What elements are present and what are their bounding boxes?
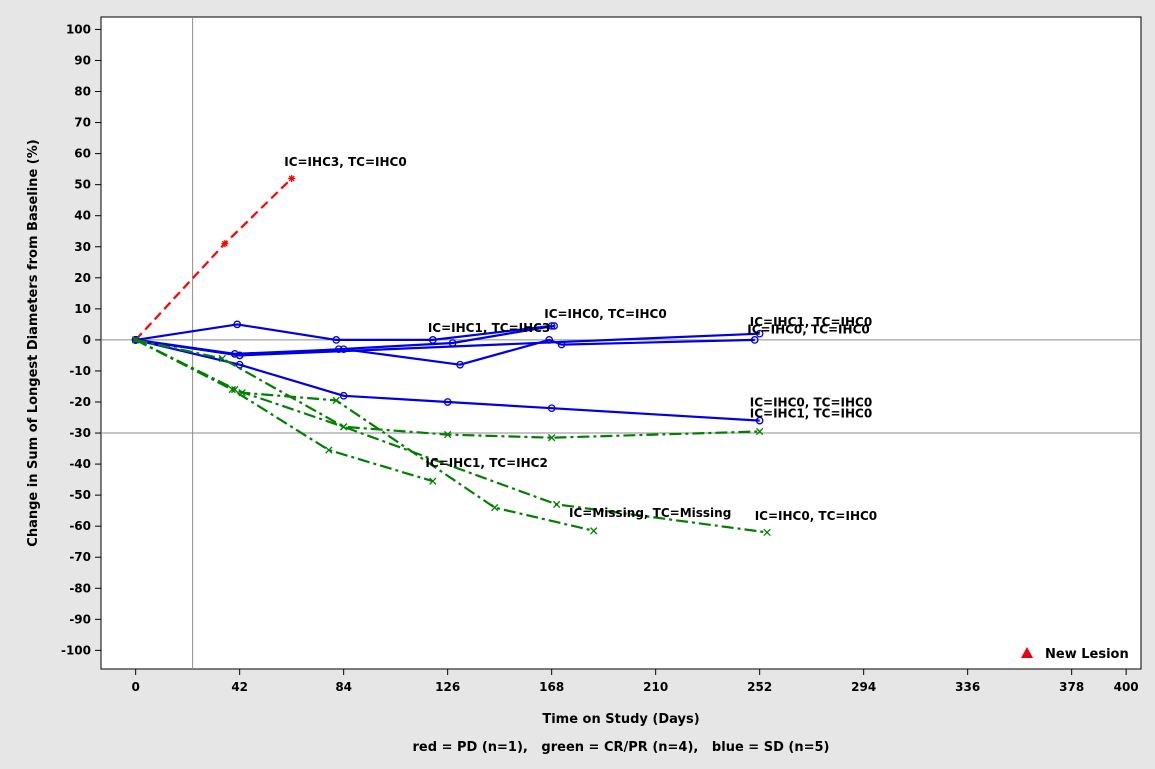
y-tick-label: 60 <box>74 147 91 161</box>
data-point <box>340 423 348 431</box>
annotation-label: IC=IHC1, TC=IHC2 <box>425 456 547 470</box>
data-point <box>763 528 771 537</box>
annotation-label: IC=IHC0, TC=IHC0 <box>755 509 877 523</box>
data-point <box>238 389 246 397</box>
data-point <box>339 391 348 400</box>
data-point <box>339 345 348 354</box>
y-tick-label: -90 <box>69 612 91 626</box>
x-tick-label: 400 <box>1114 680 1139 694</box>
y-tick-label: -10 <box>69 364 91 378</box>
annotation-label: IC=Missing, TC=Missing <box>569 506 731 520</box>
data-point <box>221 240 229 248</box>
x-tick-label: 0 <box>131 680 139 694</box>
y-tick-label: -20 <box>69 395 91 409</box>
y-tick-label: 30 <box>74 240 91 254</box>
x-tick-label: 126 <box>435 680 460 694</box>
legend-label: New Lesion <box>1045 647 1129 662</box>
y-tick-label: 70 <box>74 116 91 130</box>
annotation-label: IC=IHC0, TC=IHC0 <box>750 396 872 410</box>
x-axis-title: Time on Study (Days) <box>542 712 699 727</box>
data-point <box>444 430 452 439</box>
series-sd <box>131 336 764 425</box>
series-cr-pr <box>132 336 771 537</box>
y-tick-label: -30 <box>69 426 91 440</box>
series-line <box>135 332 760 357</box>
x-tick-label: 252 <box>747 680 772 694</box>
legend: New Lesion <box>1021 647 1129 662</box>
annotation-label: IC=IHC1, TC=IHC3 <box>428 321 550 335</box>
data-point <box>756 427 764 436</box>
data-point <box>228 385 236 394</box>
y-tick-label: -100 <box>61 643 91 657</box>
data-point <box>443 398 452 406</box>
annotation-label: IC=IHC3, TC=IHC0 <box>284 155 406 169</box>
y-tick-label: -50 <box>69 488 91 502</box>
x-tick-label: 42 <box>231 680 248 694</box>
series-line <box>135 338 760 422</box>
data-point <box>332 396 340 405</box>
y-axis: 1009080706050403020100-10-20-30-40-50-60… <box>61 22 101 657</box>
x-axis: 0 42 84 126 168 210 252 294 336 378 400 <box>131 669 1139 694</box>
x-tick-label: 336 <box>955 680 980 694</box>
data-point <box>325 446 333 454</box>
annotation-label: IC=IHC0, TC=IHC0 <box>747 323 869 337</box>
data-point <box>550 322 558 330</box>
y-tick-label: 10 <box>74 302 91 316</box>
data-point <box>235 351 244 360</box>
annotation-label: IC=IHC1, TC=IHC0 <box>750 407 872 421</box>
data-point <box>755 329 764 338</box>
series-layer <box>131 174 771 537</box>
y-tick-label: 50 <box>74 178 91 192</box>
data-point <box>332 336 341 344</box>
x-tick-label: 168 <box>539 680 564 694</box>
new-lesion-triangle-icon <box>1021 647 1033 658</box>
x-tick-label: 84 <box>335 680 352 694</box>
data-point <box>755 416 764 425</box>
y-tick-label: -80 <box>69 581 91 595</box>
x-tick-label: 294 <box>851 680 876 694</box>
y-tick-label: -60 <box>69 519 91 533</box>
annotation-label: IC=IHC0, TC=IHC0 <box>544 307 666 321</box>
y-tick-label: 80 <box>74 85 91 99</box>
y-tick-label: -70 <box>69 550 91 564</box>
data-point <box>288 174 296 182</box>
data-point <box>547 404 556 413</box>
data-point <box>750 336 759 344</box>
data-point <box>590 527 598 535</box>
series-line <box>135 323 552 341</box>
data-point <box>218 354 226 363</box>
y-axis-title: Change in Sum of Longest Diameters from … <box>26 139 41 546</box>
data-point <box>456 360 464 369</box>
data-point <box>491 503 499 512</box>
y-tick-label: 90 <box>74 53 91 67</box>
y-tick-label: 20 <box>74 271 91 285</box>
data-point <box>233 320 242 329</box>
y-tick-label: 0 <box>83 333 91 347</box>
data-point <box>548 434 556 442</box>
x-tick-label: 378 <box>1059 680 1084 694</box>
y-tick-label: -40 <box>69 457 91 471</box>
data-point <box>132 336 140 344</box>
group-footnote: red = PD (n=1), green = CR/PR (n=4), blu… <box>413 740 830 755</box>
data-point <box>552 500 561 509</box>
x-tick-label: 210 <box>643 680 668 694</box>
y-tick-label: 100 <box>66 22 91 36</box>
annotation-label: IC=IHC1, TC=IHC0 <box>750 315 872 329</box>
data-point <box>429 477 437 485</box>
y-tick-label: 40 <box>74 209 91 223</box>
